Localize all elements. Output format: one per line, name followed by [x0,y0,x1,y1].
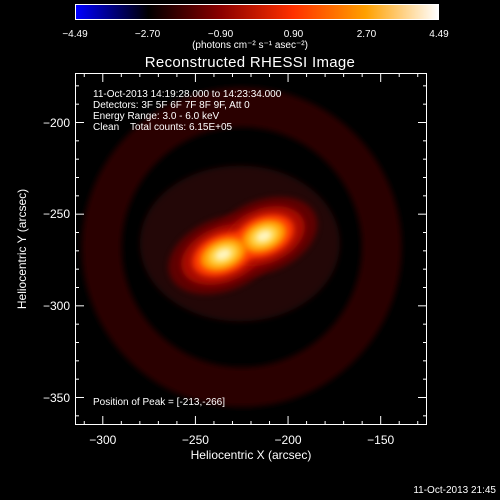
colorbar-tick-label: 2.70 [356,29,377,40]
chart-title: Reconstructed RHESSI Image [144,54,356,71]
peak-position-label: Position of Peak = [-213,-266] [93,397,226,408]
x-tick-label: −150 [367,433,395,447]
y-tick-label: −200 [42,115,70,130]
timestamp: 11-Oct-2013 21:45 [413,485,496,496]
x-tick-label: −250 [181,433,209,447]
algorithm-label: Clean Total counts: 6.15E+05 [93,122,233,133]
x-tick-label: −300 [89,433,117,447]
colorbar-tick-label: 4.49 [429,29,449,40]
y-tick-label: −350 [42,390,70,405]
image-plot-area: 11-Oct-2013 14:19:28.000 to 14:23:34.000… [75,73,427,425]
y-axis-label: Heliocentric Y (arcsec) [15,188,29,310]
colorbar-tick-label: 0.90 [283,29,304,40]
x-tick-label: −200 [274,433,302,447]
background-ring [81,87,402,408]
rhessi-image [81,87,402,408]
y-tick-label: −250 [42,207,70,222]
time-range-label: 11-Oct-2013 14:19:28.000 to 14:23:34.000 [93,89,282,100]
source-component-1 [215,248,232,261]
source-component-2 [255,230,272,243]
detectors-label: Detectors: 3F 5F 6F 7F 8F 9F, Att 0 [93,100,250,111]
colorbar-tick-label: −2.70 [134,29,161,40]
colorbar [75,4,439,20]
energy-range-label: Energy Range: 3.0 - 6.0 keV [93,111,220,122]
x-axis-label: Heliocentric X (arcsec) [190,448,312,462]
y-tick-label: −300 [42,298,70,313]
colorbar-tick-label: −4.49 [62,29,88,40]
colorbar-tick-label: −0.90 [207,29,234,40]
colorbar-unit-label: (photons cm⁻² s⁻¹ asec⁻²) [192,40,308,51]
